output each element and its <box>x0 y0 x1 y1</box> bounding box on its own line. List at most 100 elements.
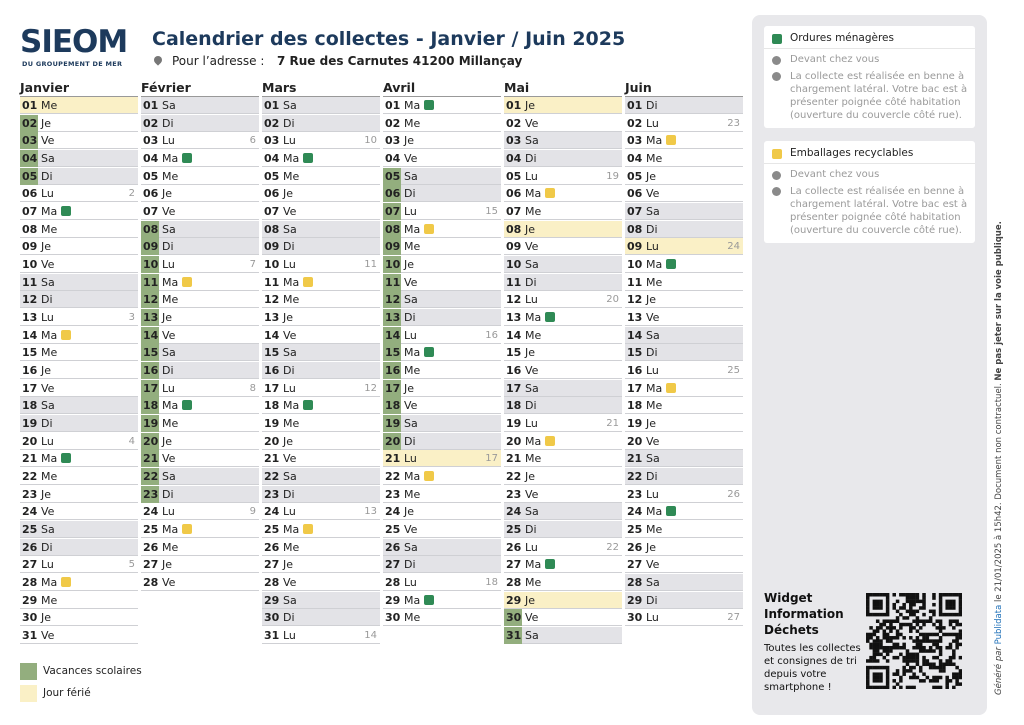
weekday: Di <box>646 346 658 360</box>
qr-module <box>909 602 913 607</box>
day-row: 14 Lu 16 <box>383 326 501 344</box>
weekday: Je <box>646 417 657 431</box>
weekday: Sa <box>525 381 539 395</box>
weekday: Sa <box>646 328 660 342</box>
qr-module <box>905 616 910 620</box>
qr-module <box>872 685 877 689</box>
qr-module <box>892 593 896 597</box>
qr-module <box>899 645 903 650</box>
week-number: 16 <box>485 329 498 341</box>
qr-module <box>895 609 900 614</box>
qr-module <box>869 659 873 663</box>
collection-icon <box>424 100 434 110</box>
weekday: Lu <box>646 487 659 501</box>
qr-module <box>915 616 920 620</box>
day-number: 29 <box>385 593 401 607</box>
day-number: 26 <box>143 540 159 554</box>
qr-module <box>875 629 880 633</box>
qr-module <box>909 612 913 617</box>
qr-module <box>892 642 896 647</box>
qr-module <box>952 626 956 630</box>
weekday: Ma <box>404 222 421 236</box>
qr-module <box>882 632 887 637</box>
day-number: 13 <box>627 311 643 325</box>
weekday: Di <box>283 487 295 501</box>
day-number: 19 <box>383 415 401 433</box>
day-row: 03 Lu 10 <box>262 132 380 150</box>
qr-module <box>928 662 933 667</box>
day-number: 09 <box>22 240 38 254</box>
day-number: 01 <box>264 99 280 112</box>
day-number: 25 <box>627 523 643 537</box>
weekday: Me <box>162 169 179 183</box>
qr-module <box>885 682 890 686</box>
qr-module <box>932 602 936 607</box>
weekday: Di <box>525 523 537 537</box>
qr-module <box>955 636 959 640</box>
weekday: Sa <box>525 258 539 272</box>
qr-module <box>922 632 926 637</box>
qr-module <box>879 599 883 604</box>
qr-module <box>948 679 953 683</box>
weekday: Lu <box>162 134 175 148</box>
qr-module <box>866 609 870 614</box>
weekday: Lu <box>283 134 296 148</box>
day-number: 30 <box>22 611 38 625</box>
weekday: Me <box>162 293 179 307</box>
qr-module <box>892 606 896 610</box>
qr-module <box>938 622 943 627</box>
day-number: 28 <box>506 576 522 590</box>
day-number: 18 <box>383 397 401 415</box>
weekday: Di <box>404 434 416 448</box>
weekday: Ma <box>283 523 300 537</box>
weekday: Je <box>646 540 657 554</box>
day-number: 23 <box>506 487 522 501</box>
qr-module <box>958 642 962 647</box>
qr-module <box>918 639 923 643</box>
weekday: Ve <box>525 240 539 254</box>
qr-module <box>866 632 870 637</box>
day-number: 12 <box>264 293 280 307</box>
day-row: 07 Me <box>504 203 622 221</box>
qr-module <box>938 669 943 673</box>
day-row: 15 Me <box>20 344 138 362</box>
qr-module <box>885 612 890 617</box>
qr-module <box>935 639 940 643</box>
day-number: 04 <box>20 150 38 167</box>
day-number: 06 <box>143 187 159 201</box>
day-number: 27 <box>143 558 159 572</box>
day-row: 03 Sa <box>504 132 622 150</box>
weekday: Ma <box>646 134 663 148</box>
day-row: 26 Je <box>625 538 743 556</box>
qr-module <box>872 665 877 670</box>
day-row: 09 Di <box>262 238 380 256</box>
qr-module <box>905 669 910 673</box>
qr-module <box>882 655 887 660</box>
day-row: 24 Lu 9 <box>141 503 259 521</box>
day-row: 23 Ve <box>504 485 622 503</box>
qr-module <box>945 593 949 597</box>
weekday: Je <box>283 434 294 448</box>
day-number: 06 <box>383 185 401 203</box>
weekday: Je <box>404 134 415 148</box>
day-number: 02 <box>143 116 159 130</box>
day-row: 02 Di <box>262 114 380 132</box>
collection-icon <box>772 149 782 159</box>
day-number: 14 <box>264 328 280 342</box>
qr-module <box>938 602 943 607</box>
qr-module <box>918 632 923 637</box>
day-number: 05 <box>264 169 280 183</box>
day-number: 12 <box>22 293 38 307</box>
qr-module <box>882 622 887 627</box>
qr-module <box>902 672 906 676</box>
qr-module <box>909 636 913 640</box>
day-number: 03 <box>506 134 522 148</box>
qr-module <box>915 659 920 663</box>
day-row: 12 Me <box>141 291 259 309</box>
weekday: Sa <box>41 275 55 289</box>
day-number: 11 <box>22 275 38 289</box>
weekday: Ve <box>646 311 660 325</box>
qr-module <box>889 622 893 627</box>
day-row: 29 Je <box>504 591 622 609</box>
weekday: Me <box>41 222 58 236</box>
